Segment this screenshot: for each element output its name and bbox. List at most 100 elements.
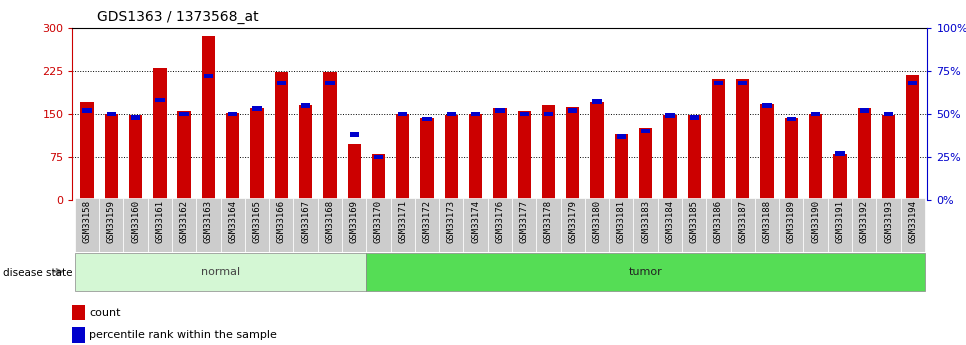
Bar [908,80,918,85]
Bar [172,198,196,252]
Text: GSM33174: GSM33174 [471,200,480,243]
Text: percentile rank within the sample: percentile rank within the sample [90,330,277,340]
Text: GSM33165: GSM33165 [252,200,262,243]
Text: GSM33177: GSM33177 [520,200,528,243]
Bar [682,198,706,252]
Bar [688,115,701,200]
Text: GSM33181: GSM33181 [617,200,626,243]
Bar [228,111,238,116]
Bar [396,114,410,200]
Bar [754,198,780,252]
Bar [568,108,578,113]
Bar [658,198,682,252]
Bar [544,111,554,116]
Bar [860,108,868,113]
Text: GSM33161: GSM33161 [156,200,164,243]
Bar [72,327,85,343]
Text: GSM33193: GSM33193 [884,200,893,243]
Text: GSM33172: GSM33172 [422,200,432,243]
Bar [712,79,725,200]
Bar [252,106,262,111]
Text: tumor: tumor [629,267,663,277]
Bar [298,105,312,200]
Bar [828,198,852,252]
Bar [446,111,456,116]
Bar [220,198,245,252]
Text: GSM33168: GSM33168 [326,200,334,243]
Bar [494,108,506,200]
Bar [348,144,361,200]
Bar [318,198,342,252]
Text: GSM33159: GSM33159 [107,200,116,243]
Text: GSM33183: GSM33183 [641,200,650,243]
Bar [106,111,116,116]
Bar [444,115,458,200]
Bar [99,198,124,252]
Bar [634,198,658,252]
Bar [882,115,895,200]
Bar [592,99,602,104]
Bar [245,198,270,252]
Bar [104,114,118,200]
Bar [372,154,385,200]
Bar [512,198,536,252]
Bar [566,107,580,200]
Text: GSM33190: GSM33190 [811,200,820,243]
Bar [876,198,900,252]
Bar [294,198,318,252]
Text: GSM33162: GSM33162 [180,200,188,243]
Bar [82,108,92,113]
Bar [342,198,366,252]
Bar [780,198,804,252]
Bar [542,105,555,200]
Bar [301,103,310,108]
Bar [616,134,626,139]
Bar [900,198,924,252]
Text: GSM33173: GSM33173 [447,200,456,243]
Bar [906,75,920,200]
Text: GSM33170: GSM33170 [374,200,383,243]
Text: GSM33160: GSM33160 [131,200,140,243]
Bar [178,111,191,200]
Bar [180,111,188,116]
Text: GSM33180: GSM33180 [592,200,602,243]
Bar [762,103,772,108]
Text: disease state: disease state [3,268,72,277]
Bar [664,115,676,200]
Bar [324,72,336,200]
Bar [738,80,748,85]
Bar [204,73,213,78]
Bar [809,114,822,200]
Bar [884,111,894,116]
Text: count: count [90,308,121,318]
Text: GSM33163: GSM33163 [204,200,213,243]
Bar [366,253,924,291]
Bar [736,79,750,200]
Text: GSM33179: GSM33179 [568,200,578,243]
Bar [148,198,172,252]
Text: GSM33186: GSM33186 [714,200,723,243]
Bar [75,198,99,252]
Text: GSM33158: GSM33158 [82,200,92,243]
Text: GSM33178: GSM33178 [544,200,553,243]
Bar [804,198,828,252]
Bar [690,115,698,120]
Bar [75,253,366,291]
Bar [610,198,634,252]
Bar [350,132,358,137]
Bar [536,198,560,252]
Bar [836,151,844,156]
Text: GSM33166: GSM33166 [277,200,286,243]
Bar [374,155,384,159]
Bar [398,111,408,116]
Bar [274,72,288,200]
Bar [415,198,440,252]
Text: GSM33169: GSM33169 [350,200,358,243]
Text: GSM33167: GSM33167 [301,200,310,243]
Text: GSM33184: GSM33184 [666,200,674,243]
Text: GSM33176: GSM33176 [496,200,504,243]
Bar [471,111,480,116]
Bar [270,198,294,252]
Bar [250,108,264,200]
Bar [440,198,464,252]
